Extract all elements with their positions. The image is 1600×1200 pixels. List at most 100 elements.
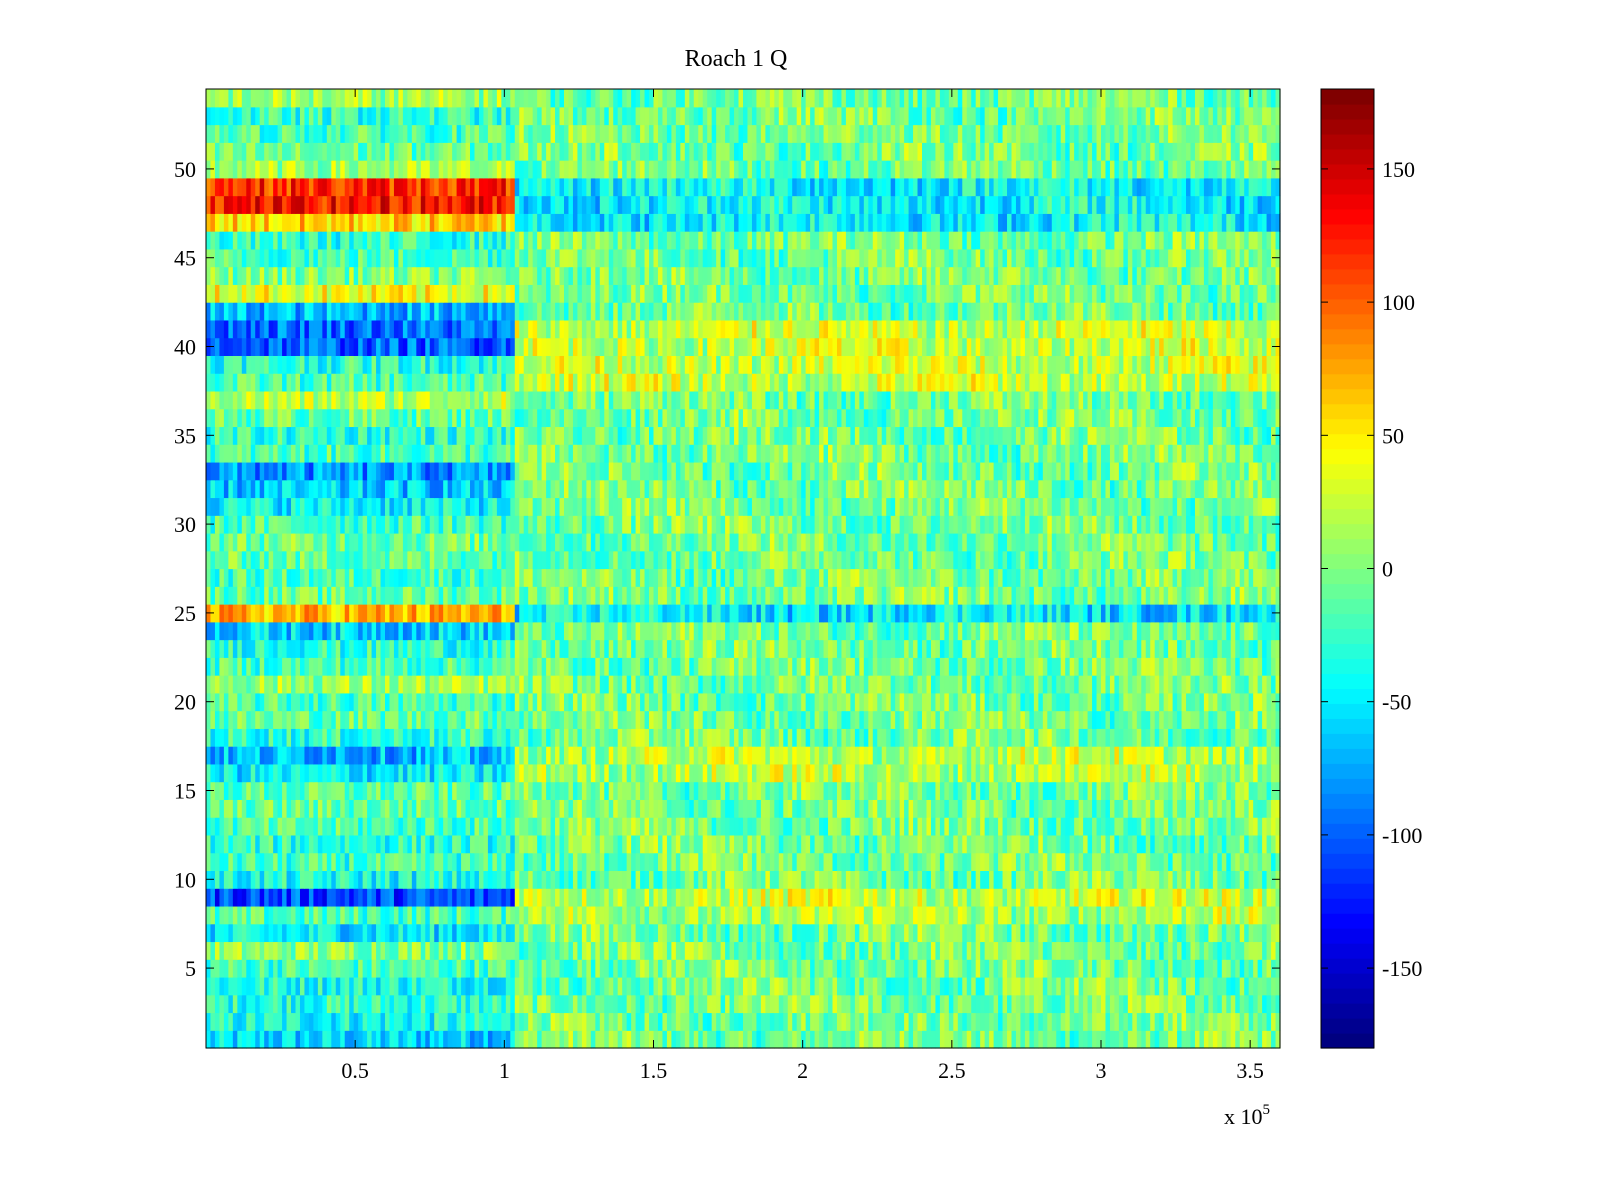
- heatmap-cell: [1145, 834, 1151, 854]
- heatmap-cell: [559, 692, 565, 712]
- heatmap-cell: [1078, 888, 1084, 907]
- heatmap-cell: [971, 959, 977, 978]
- heatmap-cell: [957, 852, 963, 872]
- heatmap-cell: [756, 710, 762, 729]
- heatmap-cell: [613, 763, 619, 783]
- heatmap-cell: [456, 959, 462, 978]
- heatmap-cell: [1033, 763, 1039, 783]
- heatmap-cell: [528, 834, 534, 854]
- heatmap-cell: [935, 959, 941, 978]
- heatmap-cell: [1145, 905, 1151, 925]
- heatmap-cell: [872, 870, 878, 889]
- heatmap-cell: [622, 781, 628, 800]
- heatmap-cell: [935, 1030, 941, 1049]
- heatmap-cell: [859, 1030, 865, 1049]
- heatmap-cell: [1168, 923, 1174, 943]
- heatmap-cell: [796, 888, 802, 907]
- heatmap-cell: [868, 1012, 874, 1031]
- heatmap-cell: [232, 710, 238, 729]
- heatmap-cell: [631, 923, 637, 943]
- heatmap-cell: [528, 888, 534, 907]
- heatmap-cell: [1074, 905, 1080, 925]
- heatmap-cell: [859, 728, 865, 747]
- heatmap-cell: [613, 817, 619, 836]
- heatmap-cell: [1051, 675, 1057, 694]
- heatmap-cell: [237, 675, 243, 694]
- heatmap-cell: [1087, 888, 1093, 907]
- heatmap-cell: [259, 959, 265, 978]
- heatmap-cell: [975, 1030, 981, 1049]
- heatmap-cell: [841, 675, 847, 694]
- heatmap-cell: [729, 905, 735, 925]
- heatmap-cell: [877, 888, 883, 907]
- heatmap-cell: [711, 870, 717, 889]
- heatmap-cell: [228, 959, 234, 978]
- heatmap-cell: [1074, 1030, 1080, 1049]
- heatmap-cell: [358, 728, 364, 747]
- heatmap-cell: [711, 1012, 717, 1031]
- heatmap-cell: [259, 781, 265, 800]
- heatmap-cell: [1212, 941, 1218, 960]
- heatmap-cell: [1136, 817, 1142, 836]
- heatmap-cell: [282, 994, 288, 1014]
- heatmap-cell: [299, 994, 306, 1014]
- heatmap-cell: [810, 941, 816, 960]
- heatmap-cell: [662, 728, 668, 747]
- heatmap-cell: [219, 817, 225, 836]
- heatmap-cell: [501, 923, 507, 943]
- heatmap-cell: [1248, 852, 1254, 872]
- heatmap-cell: [514, 976, 520, 996]
- heatmap-cell: [975, 763, 981, 783]
- heatmap-cell: [1221, 923, 1227, 943]
- heatmap-cell: [434, 941, 440, 960]
- heatmap-cell: [666, 692, 672, 712]
- heatmap-cell: [572, 994, 579, 1014]
- heatmap-cell: [1123, 905, 1129, 925]
- heatmap-cell: [429, 834, 435, 854]
- heatmap-cell: [277, 834, 283, 854]
- heatmap-cell: [823, 959, 829, 978]
- heatmap-cell: [604, 781, 610, 800]
- heatmap-cell: [1212, 746, 1218, 765]
- heatmap-cell: [716, 799, 722, 818]
- heatmap-cell: [483, 852, 489, 872]
- heatmap-cell: [510, 728, 516, 747]
- heatmap-cell: [734, 994, 740, 1014]
- heatmap-cell: [1262, 870, 1268, 889]
- heatmap-cell: [335, 781, 341, 800]
- heatmap-cell: [407, 1030, 413, 1049]
- heatmap-cell: [975, 675, 981, 694]
- heatmap-cell: [707, 852, 713, 872]
- heatmap-cell: [483, 888, 489, 907]
- heatmap-cell: [939, 923, 945, 943]
- heatmap-cell: [555, 905, 561, 925]
- heatmap-cell: [760, 834, 766, 854]
- heatmap-cell: [743, 763, 749, 783]
- heatmap-cell: [223, 710, 229, 729]
- heatmap-cell: [492, 692, 498, 712]
- heatmap-cell: [559, 976, 565, 996]
- heatmap-cell: [416, 834, 422, 854]
- heatmap-cell: [1114, 692, 1120, 712]
- heatmap-cell: [1069, 941, 1075, 960]
- heatmap-cell: [1230, 781, 1236, 800]
- heatmap-cell: [980, 923, 986, 943]
- heatmap-cell: [1127, 976, 1133, 996]
- heatmap-cell: [1190, 976, 1196, 996]
- heatmap-cell: [1181, 888, 1187, 907]
- heatmap-cell: [308, 941, 314, 960]
- heatmap-cell: [895, 976, 901, 996]
- heatmap-cell: [980, 746, 986, 765]
- heatmap-cell: [1092, 781, 1098, 800]
- heatmap-cell: [599, 888, 605, 907]
- heatmap-cell: [626, 905, 632, 925]
- heatmap-cell: [277, 692, 283, 712]
- heatmap-cell: [1078, 959, 1084, 978]
- heatmap-cell: [765, 746, 771, 765]
- heatmap-cell: [1177, 994, 1183, 1014]
- heatmap-cell: [295, 799, 301, 818]
- heatmap-cell: [716, 852, 722, 872]
- heatmap-cell: [966, 817, 972, 836]
- heatmap-cell: [836, 994, 843, 1014]
- heatmap-cell: [299, 870, 306, 889]
